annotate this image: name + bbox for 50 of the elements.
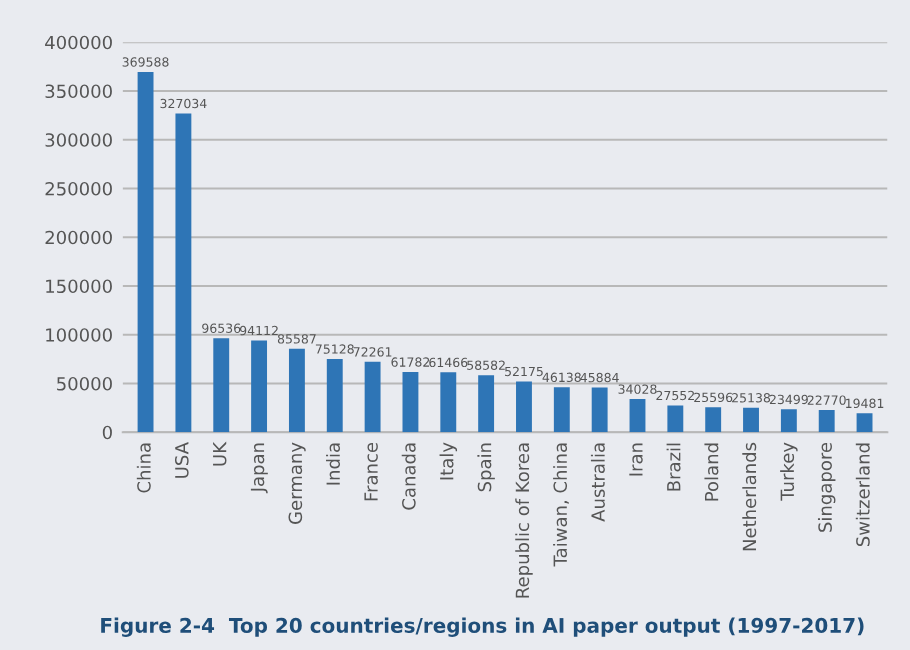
y-tick-label: 0 bbox=[102, 425, 112, 440]
bar bbox=[667, 405, 684, 433]
x-tick-label: Germany bbox=[288, 442, 306, 524]
x-tick-label: Italy bbox=[439, 442, 458, 480]
y-tick-label: 200000 bbox=[45, 230, 112, 245]
bar bbox=[856, 413, 873, 433]
y-tick-label: 50000 bbox=[57, 376, 112, 391]
bar bbox=[478, 375, 495, 433]
y-tick-label: 250000 bbox=[45, 181, 112, 196]
bar bbox=[326, 359, 343, 433]
bar bbox=[629, 399, 646, 433]
x-tick-label: France bbox=[364, 442, 378, 501]
x-tick-label: Japan bbox=[250, 443, 268, 494]
x-tick-label: Australia bbox=[590, 443, 605, 522]
bar bbox=[818, 410, 835, 433]
y-tick-label: 150000 bbox=[46, 279, 112, 294]
x-tick-label: India bbox=[326, 443, 340, 485]
bar bbox=[591, 387, 608, 433]
x-tick-label: Republic of Korea bbox=[515, 443, 533, 598]
x-tick-label: Poland bbox=[704, 443, 719, 501]
bar bbox=[743, 407, 759, 433]
bar bbox=[780, 409, 797, 433]
bar bbox=[137, 71, 154, 433]
y-tick-label: 300000 bbox=[45, 133, 112, 147]
bar bbox=[251, 340, 268, 433]
bar bbox=[288, 348, 305, 433]
x-tick-label: Singapore bbox=[817, 442, 836, 532]
y-tick-label: 100000 bbox=[46, 328, 112, 342]
bar bbox=[705, 407, 722, 433]
x-tick-label: Turkey bbox=[780, 442, 798, 501]
x-tick-label: Switzerland bbox=[855, 443, 870, 547]
x-tick-label: Canada bbox=[401, 443, 416, 510]
x-tick-label: Iran bbox=[629, 443, 643, 476]
bar bbox=[213, 338, 230, 433]
bar bbox=[402, 372, 419, 433]
bar bbox=[175, 113, 192, 433]
y-tick-label: 400000 bbox=[45, 35, 112, 50]
y-tick-label: 350000 bbox=[45, 84, 112, 99]
bar bbox=[553, 387, 570, 433]
x-tick-label: UK bbox=[213, 441, 227, 466]
bar bbox=[440, 372, 457, 433]
bar bbox=[516, 381, 532, 433]
x-tick-label: Netherlands bbox=[742, 442, 757, 551]
bar bbox=[364, 361, 381, 433]
text: Figure 2-4 Top 20 countries/regions in AI paper output (1997-2017) bbox=[101, 617, 864, 637]
x-tick-label: USA bbox=[174, 442, 189, 478]
x-tick-label: China bbox=[136, 443, 151, 493]
x-tick-label: Taiwan, China bbox=[553, 443, 569, 567]
x-tick-label: Brazil bbox=[666, 443, 681, 491]
x-tick-label: Spain bbox=[477, 443, 495, 492]
